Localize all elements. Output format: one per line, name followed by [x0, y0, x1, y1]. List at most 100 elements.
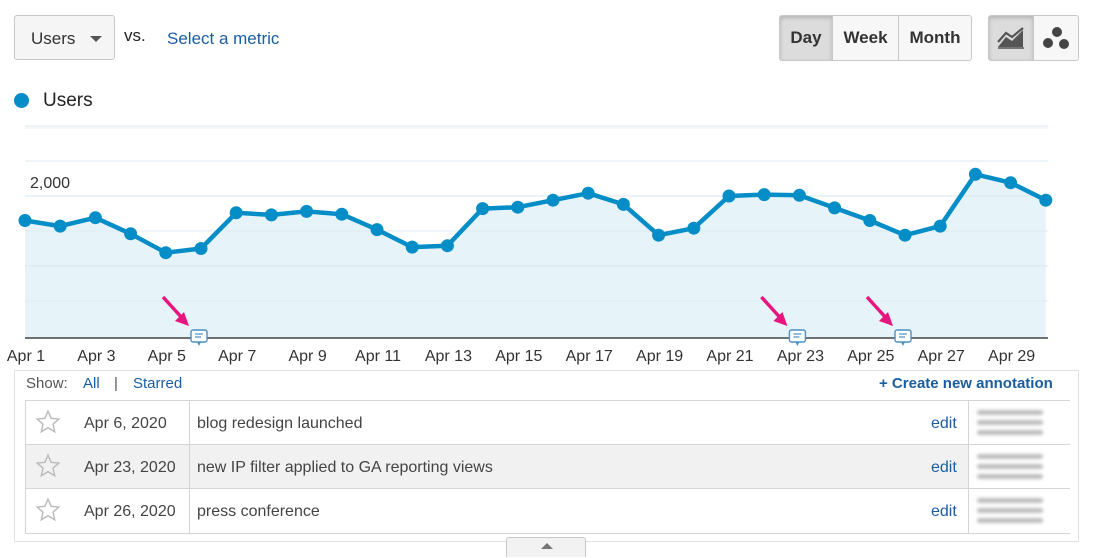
- annotation-author-redacted: [968, 401, 1070, 444]
- x-tick-label: Apr 19: [636, 348, 683, 365]
- annotation-edit-link[interactable]: edit: [931, 503, 957, 520]
- data-point: [264, 208, 278, 222]
- y-tick-label: 2,000: [30, 175, 70, 192]
- data-point: [88, 211, 102, 225]
- line-chart-icon: [997, 27, 1024, 49]
- star-icon[interactable]: [35, 409, 61, 435]
- annotation-note: press conference: [197, 503, 320, 520]
- annotation-author-redacted: [968, 489, 1070, 533]
- create-annotation-link[interactable]: + Create new annotation: [879, 375, 1053, 392]
- legend-swatch: [14, 93, 29, 108]
- annotation-pointer-arrowhead: [773, 312, 788, 326]
- data-point: [863, 214, 877, 227]
- data-point: [792, 188, 806, 202]
- annotation-marker-icon[interactable]: [190, 329, 208, 346]
- column-divider: [189, 489, 190, 533]
- data-point: [53, 219, 67, 233]
- x-tick-label: Apr 17: [566, 348, 613, 365]
- star-icon[interactable]: [35, 497, 61, 523]
- motion-chart-icon: [1043, 27, 1069, 49]
- x-tick-label: Apr 23: [777, 348, 824, 365]
- filter-starred-link[interactable]: Starred: [133, 375, 183, 392]
- x-tick-label: Apr 7: [218, 348, 256, 365]
- annotation-row: Apr 6, 2020 blog redesign launched edit: [26, 401, 1070, 445]
- data-point: [159, 246, 173, 260]
- annotation-author-redacted: [968, 445, 1070, 488]
- data-point: [933, 219, 947, 233]
- vs-label: vs.: [124, 26, 146, 45]
- x-tick-label: Apr 9: [288, 348, 326, 365]
- select-metric-link[interactable]: Select a metric: [167, 29, 280, 48]
- data-point: [1039, 193, 1053, 207]
- annotation-date: Apr 26, 2020: [84, 503, 176, 520]
- x-tick-label: Apr 13: [425, 348, 472, 365]
- data-point: [898, 228, 912, 242]
- x-tick-label: Apr 25: [847, 348, 894, 365]
- data-point: [968, 167, 982, 181]
- metric-dropdown[interactable]: Users: [14, 15, 115, 60]
- metric-dropdown-value: Users: [31, 29, 76, 48]
- granularity-month-button[interactable]: Month: [898, 15, 972, 61]
- data-point: [440, 239, 454, 253]
- annotation-note: new IP filter applied to GA reporting vi…: [197, 459, 493, 476]
- annotation-marker-icon[interactable]: [788, 329, 807, 346]
- line-chart-button[interactable]: [988, 15, 1034, 61]
- legend-label: Users: [43, 90, 93, 111]
- star-icon[interactable]: [35, 453, 61, 479]
- filter-all-link[interactable]: All: [83, 375, 100, 392]
- annotation-date: Apr 6, 2020: [84, 415, 167, 432]
- annotation-edit-link[interactable]: edit: [931, 459, 957, 476]
- data-point: [18, 214, 32, 227]
- column-divider: [189, 445, 190, 488]
- data-point: [124, 227, 138, 241]
- collapse-annotations-toggle[interactable]: [506, 537, 586, 557]
- data-point: [476, 202, 490, 216]
- x-tick-label: Apr 3: [77, 348, 115, 365]
- data-point: [687, 221, 701, 235]
- annotation-row: Apr 23, 2020 new IP filter applied to GA…: [26, 445, 1070, 489]
- data-point: [1004, 176, 1018, 190]
- column-divider: [189, 401, 190, 444]
- annotation-marker-icon[interactable]: [894, 329, 912, 346]
- chevron-up-icon: [541, 543, 553, 549]
- x-tick-label: Apr 1: [7, 348, 45, 365]
- data-point: [652, 228, 666, 242]
- data-point: [722, 189, 736, 203]
- y-tick-label: 3,000: [30, 120, 70, 122]
- data-point: [300, 204, 314, 218]
- x-tick-label: Apr 11: [355, 348, 401, 365]
- data-point: [546, 193, 560, 207]
- annotation-pointer-arrow: [760, 295, 783, 321]
- annotation-pointer-arrow: [161, 295, 185, 321]
- filter-separator: |: [114, 375, 118, 392]
- data-point: [757, 188, 771, 202]
- data-point: [828, 201, 842, 215]
- x-tick-label: Apr 27: [918, 348, 965, 365]
- data-point: [194, 242, 208, 255]
- x-tick-label: Apr 29: [988, 348, 1035, 365]
- annotations-table: Apr 6, 2020 blog redesign launched edit …: [25, 400, 1070, 534]
- annotation-date: Apr 23, 2020: [84, 459, 176, 476]
- annotation-note: blog redesign launched: [197, 415, 363, 432]
- granularity-day-button[interactable]: Day: [779, 15, 833, 61]
- data-point: [511, 200, 525, 214]
- data-point: [370, 223, 384, 237]
- show-label: Show:: [26, 375, 68, 392]
- data-point: [581, 186, 595, 200]
- data-point: [335, 207, 349, 221]
- data-point: [616, 197, 630, 211]
- x-tick-label: Apr 21: [706, 348, 753, 365]
- data-point: [405, 240, 419, 254]
- data-point: [229, 206, 243, 220]
- motion-chart-button[interactable]: [1033, 15, 1079, 61]
- annotation-row: Apr 26, 2020 press conference edit: [26, 489, 1070, 533]
- annotation-edit-link[interactable]: edit: [931, 415, 957, 432]
- x-tick-label: Apr 5: [148, 348, 186, 365]
- annotation-pointer-arrow: [865, 295, 889, 321]
- x-tick-label: Apr 15: [495, 348, 542, 365]
- annotation-pointer-arrowhead: [175, 312, 189, 326]
- granularity-week-button[interactable]: Week: [832, 15, 899, 61]
- chevron-down-icon: [90, 36, 102, 42]
- annotation-pointer-arrowhead: [879, 312, 893, 326]
